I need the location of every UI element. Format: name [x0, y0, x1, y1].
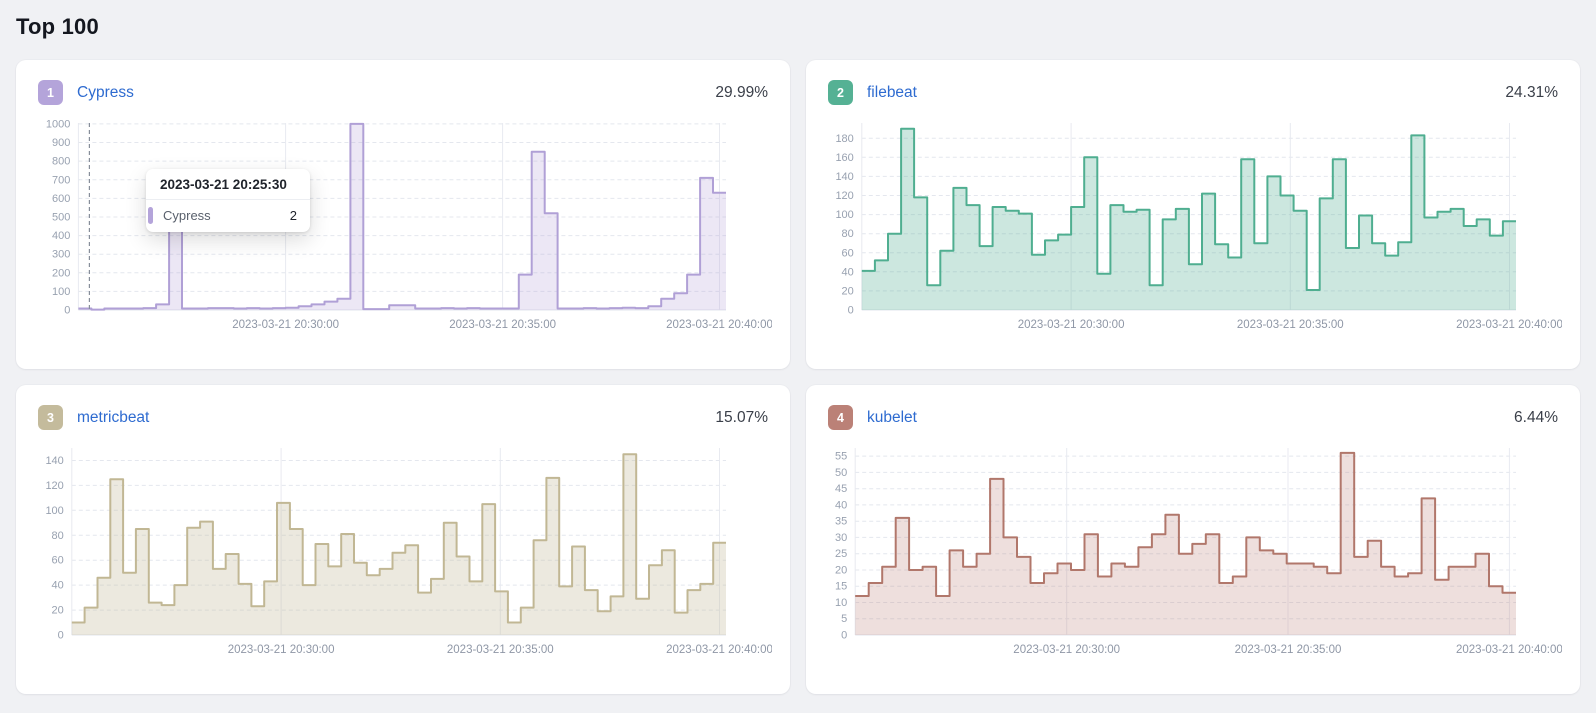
svg-text:2023-03-21 20:35:00: 2023-03-21 20:35:00	[449, 319, 556, 331]
svg-text:2023-03-21 20:40:00: 2023-03-21 20:40:00	[666, 319, 772, 331]
card-header: 4 kubelet 6.44%	[824, 405, 1562, 430]
chart-card-filebeat: 2 filebeat 24.31% 0 20 40 60 80 100 120 140 160 1…	[806, 60, 1580, 369]
chart-area-filebeat[interactable]: 0 20 40 60 80 100 120 140 160 180 2023-03-21 20:30…	[824, 117, 1563, 341]
svg-text:800: 800	[52, 156, 70, 168]
svg-text:0: 0	[841, 630, 847, 642]
cards-grid: 1 Cypress 29.99% 2023-03-21 20:25:30 Cyp…	[16, 60, 1580, 694]
svg-text:80: 80	[52, 530, 64, 542]
series-link-filebeat[interactable]: filebeat	[867, 83, 917, 101]
chart-card-kubelet: 4 kubelet 6.44% 0 5 10 15 20 25 30 35 40 45 50 55 20…	[806, 385, 1580, 694]
svg-text:30: 30	[835, 532, 847, 544]
tooltip-series-label: Cypress	[163, 208, 211, 223]
series-area	[71, 454, 727, 635]
chart-svg: 0 20 40 60 80 100 120 140 2023-03-21 20:30:00 202…	[45, 448, 773, 656]
percent-value: 6.44%	[1514, 408, 1558, 426]
svg-text:2023-03-21 20:30:00: 2023-03-21 20:30:00	[228, 644, 335, 656]
svg-text:80: 80	[842, 228, 854, 240]
plot-area: 0 5 10 15 20 25 30 35 40 45 50 55 2023-03-21 20:30:0…	[835, 448, 1563, 656]
series-line	[71, 453, 726, 624]
chart-svg: 0 100 200 300 400 500 600 700 800 900 1000 2023-03-…	[46, 118, 773, 331]
svg-text:0: 0	[64, 305, 70, 317]
svg-text:600: 600	[52, 193, 70, 205]
svg-text:0: 0	[58, 630, 64, 642]
svg-text:2023-03-21 20:35:00: 2023-03-21 20:35:00	[1237, 319, 1344, 331]
svg-text:140: 140	[45, 455, 63, 467]
page-title: Top 100	[16, 14, 99, 39]
series-area	[855, 452, 1516, 635]
svg-text:180: 180	[835, 133, 853, 145]
series-line	[78, 122, 727, 311]
svg-text:40: 40	[52, 580, 64, 592]
card-header: 3 metricbeat 15.07%	[34, 405, 772, 430]
series-link-metricbeat[interactable]: metricbeat	[77, 408, 150, 426]
tooltip-series-row: Cypress 2	[146, 200, 310, 232]
svg-text:100: 100	[835, 209, 853, 221]
tooltip-series-value: 2	[289, 208, 297, 223]
svg-text:0: 0	[848, 305, 854, 317]
svg-text:60: 60	[52, 555, 64, 567]
chart-tooltip: 2023-03-21 20:25:30 Cypress 2	[146, 169, 310, 232]
svg-text:60: 60	[842, 247, 854, 259]
rank-badge: 3	[38, 405, 63, 430]
svg-text:140: 140	[835, 171, 853, 183]
svg-text:20: 20	[835, 565, 847, 577]
percent-value: 15.07%	[715, 408, 768, 426]
chart-area-metricbeat[interactable]: 0 20 40 60 80 100 120 140 2023-03-21 20:30:00 202…	[34, 442, 773, 666]
chart-card-metricbeat: 3 metricbeat 15.07% 0 20 40 60 80 100 120 140 20…	[16, 385, 790, 694]
svg-text:100: 100	[45, 505, 63, 517]
percent-value: 24.31%	[1505, 83, 1558, 101]
series-line	[855, 451, 1517, 597]
svg-text:400: 400	[52, 230, 70, 242]
svg-text:300: 300	[52, 249, 70, 261]
rank-badge: 1	[38, 80, 63, 105]
svg-text:2023-03-21 20:40:00: 2023-03-21 20:40:00	[666, 644, 772, 656]
percent-value: 29.99%	[715, 83, 768, 101]
svg-text:55: 55	[835, 451, 847, 463]
svg-text:2023-03-21 20:30:00: 2023-03-21 20:30:00	[1018, 319, 1125, 331]
svg-text:900: 900	[52, 137, 70, 149]
svg-text:1000: 1000	[46, 118, 70, 130]
svg-text:45: 45	[835, 483, 847, 495]
svg-text:2023-03-21 20:30:00: 2023-03-21 20:30:00	[232, 319, 339, 331]
chart-card-cypress: 1 Cypress 29.99% 2023-03-21 20:25:30 Cyp…	[16, 60, 790, 369]
series-link-kubelet[interactable]: kubelet	[867, 408, 917, 426]
svg-text:500: 500	[52, 212, 70, 224]
plot-area: 0 20 40 60 80 100 120 140 2023-03-21 20:30:00 202…	[45, 448, 773, 656]
svg-text:2023-03-21 20:35:00: 2023-03-21 20:35:00	[447, 644, 554, 656]
card-header: 1 Cypress 29.99%	[34, 80, 772, 105]
chart-svg: 0 5 10 15 20 25 30 35 40 45 50 55 2023-03-21 20:30:0…	[835, 448, 1563, 656]
svg-text:2023-03-21 20:40:00: 2023-03-21 20:40:00	[1456, 644, 1562, 656]
svg-text:20: 20	[52, 605, 64, 617]
svg-text:120: 120	[835, 190, 853, 202]
series-line	[861, 127, 1516, 291]
svg-text:10: 10	[835, 597, 847, 609]
rank-badge: 2	[828, 80, 853, 105]
svg-text:700: 700	[52, 174, 70, 186]
rank-badge: 4	[828, 405, 853, 430]
card-header: 2 filebeat 24.31%	[824, 80, 1562, 105]
svg-text:35: 35	[835, 516, 847, 528]
svg-text:40: 40	[835, 499, 847, 511]
svg-text:100: 100	[52, 286, 70, 298]
tooltip-timestamp: 2023-03-21 20:25:30	[146, 169, 310, 200]
svg-text:120: 120	[45, 480, 63, 492]
series-link-cypress[interactable]: Cypress	[77, 83, 134, 101]
svg-text:15: 15	[835, 581, 847, 593]
svg-text:2023-03-21 20:40:00: 2023-03-21 20:40:00	[1456, 319, 1562, 331]
tooltip-series-swatch	[148, 207, 153, 224]
plot-area: 0 20 40 60 80 100 120 140 160 180 2023-03-21 20:30…	[835, 123, 1563, 331]
svg-text:160: 160	[835, 152, 853, 164]
chart-area-cypress[interactable]: 2023-03-21 20:25:30 Cypress 2 0 100 200 300…	[34, 117, 773, 341]
svg-text:2023-03-21 20:30:00: 2023-03-21 20:30:00	[1013, 644, 1120, 656]
svg-text:2023-03-21 20:35:00: 2023-03-21 20:35:00	[1235, 644, 1342, 656]
svg-text:40: 40	[842, 266, 854, 278]
svg-text:20: 20	[842, 285, 854, 297]
svg-text:5: 5	[841, 613, 847, 625]
chart-svg: 0 20 40 60 80 100 120 140 160 180 2023-03-21 20:30…	[835, 123, 1563, 331]
svg-text:200: 200	[52, 267, 70, 279]
chart-area-kubelet[interactable]: 0 5 10 15 20 25 30 35 40 45 50 55 2023-03-21 20:30:0…	[824, 442, 1563, 666]
svg-text:25: 25	[835, 548, 847, 560]
svg-text:50: 50	[835, 467, 847, 479]
